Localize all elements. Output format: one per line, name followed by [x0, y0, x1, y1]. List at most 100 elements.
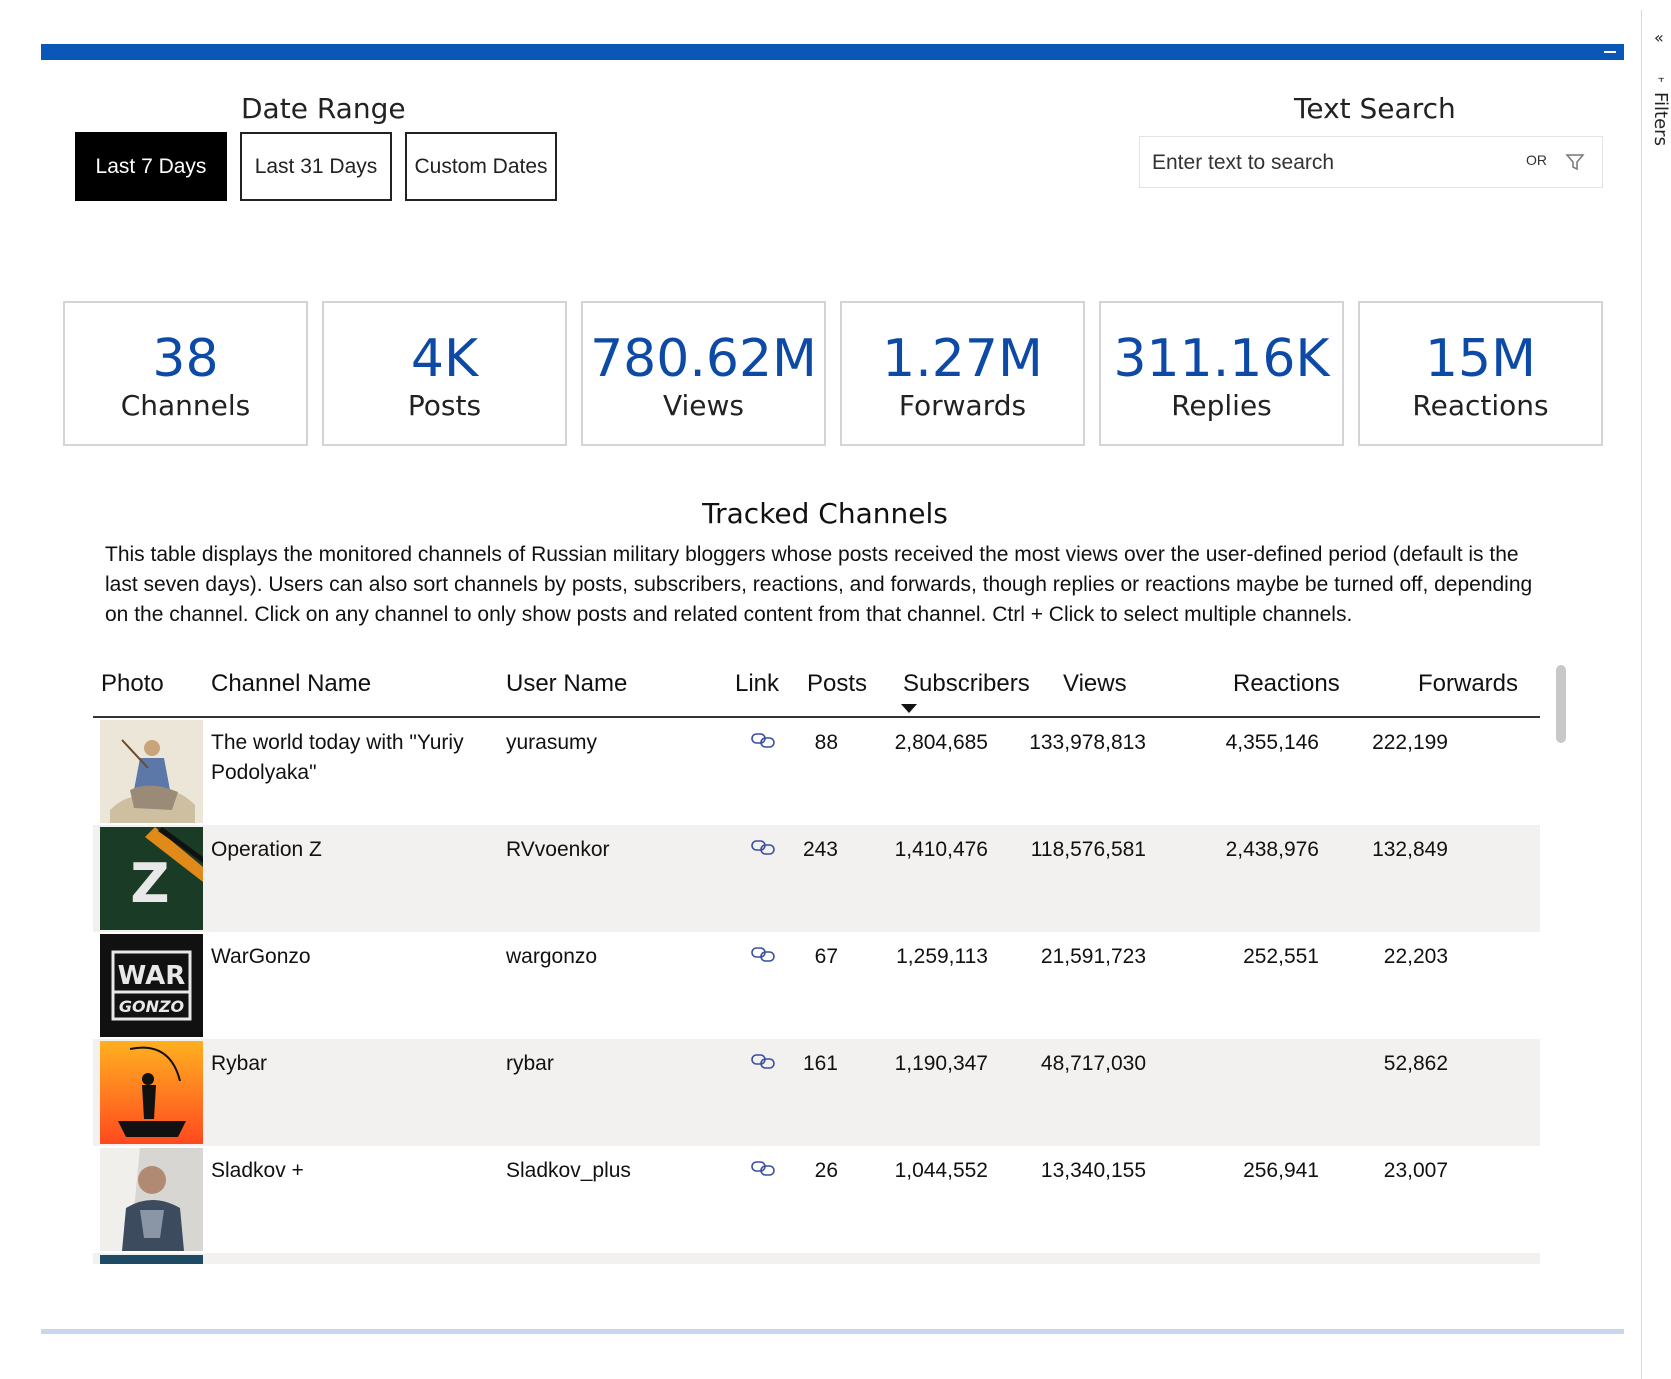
posts-count: 161 — [802, 1052, 838, 1075]
subscribers-count: 1,044,552 — [894, 1159, 988, 1182]
column-header-subscribers[interactable]: Subscribers — [903, 670, 1030, 697]
reactions-count: 256,941 — [1243, 1159, 1319, 1182]
report-footer-bar — [41, 1329, 1624, 1334]
views-count: 48,717,030 — [1040, 1052, 1146, 1075]
kpi-value: 15M — [1424, 329, 1537, 389]
column-header-posts[interactable]: Posts — [807, 670, 868, 697]
posts-count: 67 — [814, 945, 838, 968]
views-count: 13,340,155 — [1040, 1159, 1146, 1182]
channels-table[interactable]: Photo Channel Name User Name Link Posts … — [93, 658, 1540, 1264]
forwards-count: 23,007 — [1383, 1159, 1448, 1182]
user-name: Sladkov_plus — [506, 1159, 631, 1182]
column-header-forwards[interactable]: Forwards — [1418, 670, 1519, 697]
filters-pane-divider — [1641, 10, 1642, 1379]
tracked-channels-title: Tracked Channels — [702, 497, 948, 530]
kpi-reactions: 15M Reactions — [1358, 301, 1603, 446]
user-name: rybar — [506, 1052, 554, 1075]
table-row[interactable] — [93, 1253, 1540, 1264]
user-name: yurasumy — [506, 731, 598, 754]
or-toggle[interactable]: OR — [1526, 152, 1547, 168]
kpi-views: 780.62M Views — [581, 301, 826, 446]
views-count: 21,591,723 — [1040, 945, 1146, 968]
channel-photo — [100, 1041, 203, 1144]
last-31-days-button[interactable]: Last 31 Days — [240, 132, 392, 201]
table-row[interactable]: Sladkov + Sladkov_plus 26 1,044,552 13,3… — [93, 1146, 1540, 1253]
filter-icon[interactable] — [1564, 151, 1586, 173]
kpi-channels: 38 Channels — [63, 301, 308, 446]
date-range-title: Date Range — [241, 92, 406, 125]
table-row[interactable]: Rybar rybar 161 1,190,347 48,717,030 52,… — [93, 1039, 1540, 1146]
report-header-bar — [41, 44, 1624, 60]
reactions-count: 4,355,146 — [1225, 731, 1319, 754]
link-icon[interactable] — [751, 1160, 775, 1176]
text-search-title: Text Search — [1294, 92, 1456, 125]
subscribers-count: 2,804,685 — [894, 731, 988, 754]
subscribers-count: 1,190,347 — [894, 1052, 988, 1075]
subscribers-count: 1,410,476 — [894, 838, 988, 861]
last-7-days-button[interactable]: Last 7 Days — [75, 132, 227, 201]
kpi-value: 311.16K — [1113, 329, 1330, 389]
link-icon[interactable] — [751, 732, 775, 748]
kpi-forwards: 1.27M Forwards — [840, 301, 1085, 446]
link-icon[interactable] — [751, 839, 775, 855]
forwards-count: 222,199 — [1372, 731, 1448, 754]
kpi-label: Posts — [407, 389, 482, 422]
sort-descending-icon — [901, 704, 917, 713]
channel-photo: Z — [100, 827, 203, 930]
filters-pane[interactable]: « ⫟ Filters — [1648, 24, 1671, 224]
column-header-channel-name[interactable]: Channel Name — [211, 670, 372, 697]
posts-count: 88 — [814, 731, 838, 754]
kpi-label: Replies — [1171, 389, 1272, 422]
channel-photo: WAR GONZO — [100, 934, 203, 1037]
kpi-replies: 311.16K Replies — [1099, 301, 1344, 446]
column-header-reactions[interactable]: Reactions — [1233, 670, 1340, 697]
text-search-box: OR — [1139, 136, 1603, 188]
kpi-value: 38 — [152, 329, 219, 389]
channel-name: Rybar — [211, 1052, 268, 1075]
posts-count: 243 — [802, 838, 838, 861]
kpi-value: 780.62M — [590, 329, 817, 389]
column-header-views[interactable]: Views — [1063, 670, 1127, 697]
column-header-photo[interactable]: Photo — [101, 670, 164, 697]
search-input[interactable] — [1150, 145, 1514, 181]
table-header: Photo Channel Name User Name Link Posts … — [93, 658, 1540, 718]
table-row[interactable]: WAR GONZO WarGonzo wargonzo 67 1,259,113… — [93, 932, 1540, 1039]
kpi-label: Channels — [120, 389, 251, 422]
forwards-count: 22,203 — [1383, 945, 1448, 968]
wargonzo-logo-top: WAR — [118, 961, 186, 991]
user-name: wargonzo — [506, 945, 598, 968]
filter-pane-icon: ⫟ — [1658, 72, 1665, 85]
custom-dates-button[interactable]: Custom Dates — [405, 132, 557, 201]
table-row[interactable]: The world today with "Yuriy Podolyaka" y… — [93, 718, 1540, 825]
chevron-double-left-icon[interactable]: « — [1654, 28, 1664, 47]
subscribers-count: 1,259,113 — [896, 945, 988, 968]
kpi-value: 4K — [410, 329, 479, 389]
posts-count: 26 — [814, 1159, 838, 1182]
forwards-count: 132,849 — [1372, 838, 1448, 861]
channel-photo — [100, 1148, 203, 1251]
filters-pane-label[interactable]: Filters — [1650, 92, 1671, 146]
table-row[interactable]: Z Operation Z RVvoenkor 243 1,410,476 11… — [93, 825, 1540, 932]
channel-name: WarGonzo — [211, 945, 311, 968]
forwards-count: 52,862 — [1383, 1052, 1448, 1075]
tracked-channels-description: This table displays the monitored channe… — [105, 543, 1533, 626]
column-header-user-name[interactable]: User Name — [506, 670, 628, 697]
link-icon[interactable] — [751, 1053, 775, 1069]
kpi-value: 1.27M — [882, 329, 1043, 389]
column-header-link[interactable]: Link — [735, 670, 780, 697]
kpi-label: Views — [662, 389, 745, 422]
views-count: 133,978,813 — [1029, 731, 1146, 754]
channel-name: Sladkov + — [211, 1159, 304, 1182]
channel-photo — [100, 1255, 203, 1264]
views-count: 118,576,581 — [1030, 838, 1146, 861]
channel-photo — [100, 720, 203, 823]
kpi-label: Forwards — [898, 389, 1027, 422]
table-scrollbar[interactable] — [1556, 665, 1566, 743]
channel-name: The world today with "Yuriy Podolyaka" — [211, 731, 464, 784]
operation-z-letter: Z — [130, 852, 169, 915]
link-icon[interactable] — [751, 946, 775, 962]
reactions-count: 252,551 — [1243, 945, 1319, 968]
minimize-icon[interactable] — [1604, 51, 1616, 53]
user-name: RVvoenkor — [506, 838, 610, 861]
wargonzo-logo-bottom: GONZO — [119, 997, 185, 1016]
